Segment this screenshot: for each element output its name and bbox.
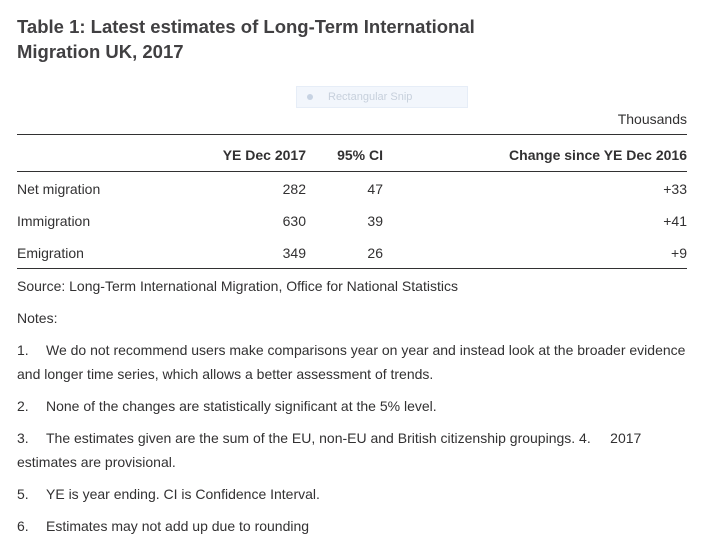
note-text: We do not recommend users make compariso…	[17, 342, 686, 382]
row-label: Emigration	[17, 245, 84, 261]
note-item: 2. None of the changes are statistically …	[17, 394, 687, 418]
source-note: Source: Long-Term International Migratio…	[17, 278, 458, 294]
header-change: Change since YE Dec 2016	[509, 147, 687, 163]
note-item: 1. We do not recommend users make compari…	[17, 338, 687, 386]
note-number: 2.	[17, 398, 29, 414]
header-estimate: YE Dec 2017	[222, 147, 306, 163]
rectangular-snip-overlay[interactable]: Rectangular Snip	[296, 86, 468, 108]
snip-label: Rectangular Snip	[328, 91, 413, 103]
row-label: Net migration	[17, 181, 101, 197]
row-label: Immigration	[17, 213, 91, 229]
header-ci: 95% CI	[337, 147, 383, 163]
note-item: 3. The estimates given are the sum of the…	[17, 426, 687, 474]
note-number: 5.	[17, 486, 29, 502]
row-estimate: 282	[282, 181, 306, 197]
note-number: 3.	[17, 430, 29, 446]
table-title: Table 1: Latest estimates of Long-Term I…	[17, 16, 475, 62]
row-ci: 26	[367, 245, 383, 261]
note-number: 6.	[17, 518, 29, 534]
row-change: +9	[671, 245, 687, 261]
note-item: 6. Estimates may not add up due to roundi…	[17, 514, 687, 538]
table-bottom-rule	[17, 268, 687, 269]
units-label: Thousands	[617, 111, 687, 127]
notes-heading: Notes:	[17, 310, 58, 326]
row-ci: 39	[367, 213, 383, 229]
note-text: Estimates may not add up due to rounding	[46, 518, 310, 534]
note-item: 5. YE is year ending. CI is Confidence In…	[17, 482, 687, 506]
row-estimate: 349	[282, 245, 306, 261]
note-text: None of the changes are statistically si…	[46, 398, 437, 414]
row-change: +41	[663, 213, 687, 229]
snip-icon	[307, 94, 313, 100]
table-top-rule	[17, 134, 687, 135]
note-text: The estimates given are the sum of the E…	[17, 430, 642, 470]
row-ci: 47	[367, 181, 383, 197]
note-text: YE is year ending. CI is Confidence Inte…	[46, 486, 320, 502]
note-number: 1.	[17, 342, 29, 358]
table-header-rule	[17, 171, 687, 172]
row-estimate: 630	[282, 213, 306, 229]
row-change: +33	[663, 181, 687, 197]
